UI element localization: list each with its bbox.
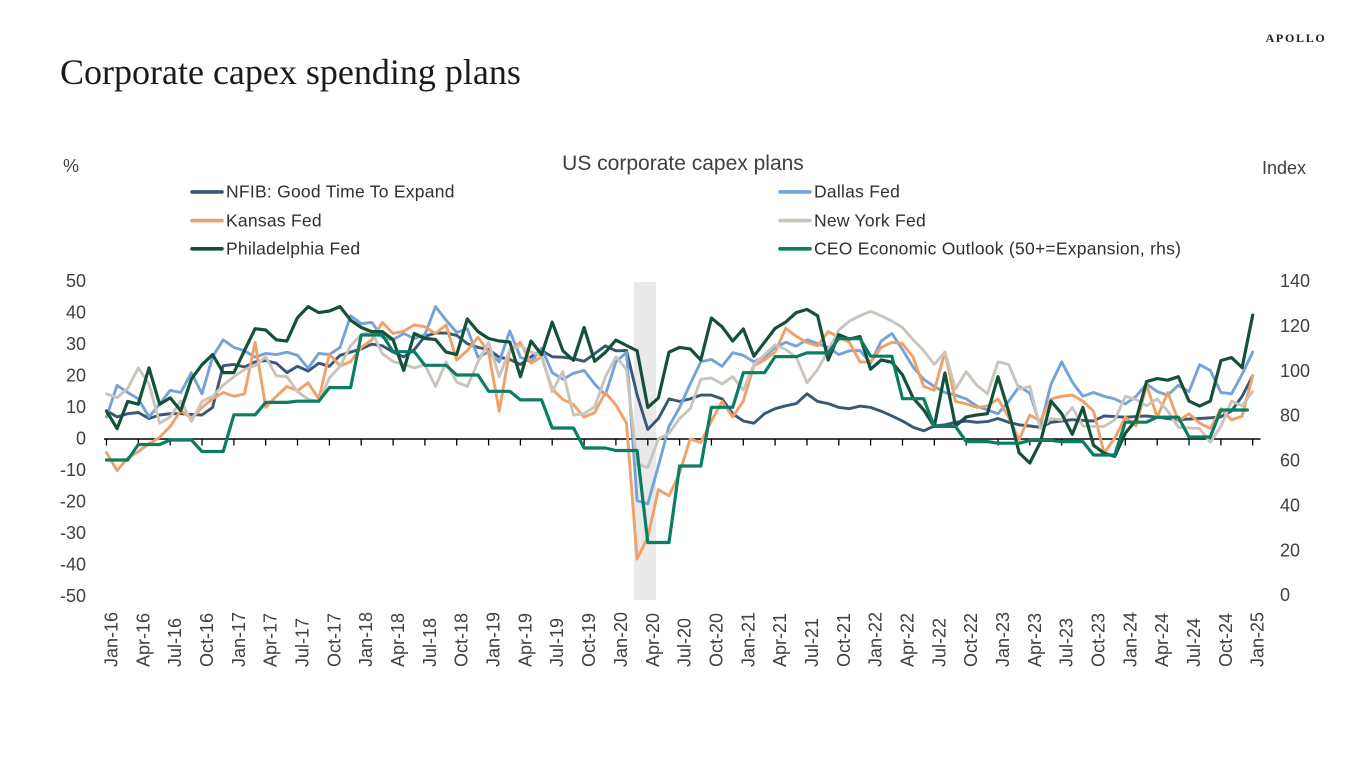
svg-text:Oct-24: Oct-24 [1216,613,1236,667]
svg-text:Apr-18: Apr-18 [388,613,408,667]
svg-text:Jul-24: Jul-24 [1184,618,1204,667]
svg-text:Apr-23: Apr-23 [1025,613,1045,667]
svg-text:Jan-16: Jan-16 [102,612,122,667]
svg-text:Jul-21: Jul-21 [802,618,822,667]
svg-text:New York Fed: New York Fed [814,210,926,230]
svg-text:%: % [63,156,79,176]
svg-text:40: 40 [66,303,86,323]
svg-text:Jul-19: Jul-19 [547,618,567,667]
svg-text:Apr-17: Apr-17 [261,613,281,667]
svg-text:Dallas Fed: Dallas Fed [814,182,900,202]
svg-text:Corporate capex spending plans: Corporate capex spending plans [60,52,521,92]
svg-text:Oct-18: Oct-18 [452,613,472,667]
svg-text:CEO Economic Outlook (50+=Expa: CEO Economic Outlook (50+=Expansion, rhs… [814,239,1181,259]
svg-text:Oct-22: Oct-22 [961,613,981,667]
svg-text:Oct-23: Oct-23 [1089,613,1109,667]
svg-text:Jan-22: Jan-22 [866,612,886,667]
svg-text:10: 10 [66,397,86,417]
svg-text:Jul-17: Jul-17 [293,618,313,667]
svg-text:120: 120 [1280,316,1310,336]
svg-text:Oct-19: Oct-19 [579,613,599,667]
svg-text:Jul-18: Jul-18 [420,618,440,667]
svg-text:APOLLO: APOLLO [1266,31,1327,45]
svg-text:Jan-19: Jan-19 [484,612,504,667]
svg-text:Jan-18: Jan-18 [356,612,376,667]
svg-text:Jan-25: Jan-25 [1248,612,1268,667]
svg-text:Jul-23: Jul-23 [1057,618,1077,667]
svg-text:-10: -10 [60,460,86,480]
svg-text:Apr-19: Apr-19 [515,613,535,667]
svg-text:-20: -20 [60,492,86,512]
svg-text:Oct-21: Oct-21 [834,613,854,667]
svg-text:20: 20 [1280,540,1300,560]
svg-text:Jan-17: Jan-17 [229,612,249,667]
svg-text:Jan-21: Jan-21 [738,612,758,667]
svg-text:100: 100 [1280,361,1310,381]
svg-text:Philadelphia Fed: Philadelphia Fed [226,239,360,259]
svg-text:-30: -30 [60,523,86,543]
svg-text:Jan-20: Jan-20 [611,612,631,667]
svg-text:Oct-16: Oct-16 [197,613,217,667]
svg-text:80: 80 [1280,406,1300,426]
svg-text:NFIB: Good Time To Expand: NFIB: Good Time To Expand [226,182,455,202]
svg-text:Apr-16: Apr-16 [133,613,153,667]
svg-text:20: 20 [66,366,86,386]
svg-text:Apr-21: Apr-21 [770,613,790,667]
svg-text:Oct-17: Oct-17 [324,613,344,667]
svg-text:Jul-20: Jul-20 [675,618,695,667]
svg-text:Apr-22: Apr-22 [898,613,918,667]
svg-text:Kansas Fed: Kansas Fed [226,210,322,230]
svg-text:50: 50 [66,271,86,291]
svg-text:Apr-20: Apr-20 [643,613,663,667]
svg-text:Jul-16: Jul-16 [165,618,185,667]
svg-text:30: 30 [66,334,86,354]
svg-text:Jan-24: Jan-24 [1120,612,1140,667]
svg-text:-50: -50 [60,586,86,606]
svg-text:Jan-23: Jan-23 [993,612,1013,667]
svg-text:-40: -40 [60,555,86,575]
svg-text:0: 0 [1280,585,1290,605]
svg-text:Oct-20: Oct-20 [706,613,726,667]
svg-text:0: 0 [76,429,86,449]
svg-text:US corporate capex plans: US corporate capex plans [562,152,804,175]
svg-text:60: 60 [1280,451,1300,471]
svg-text:Apr-24: Apr-24 [1152,613,1172,667]
svg-text:Jul-22: Jul-22 [929,618,949,667]
svg-text:Index: Index [1262,158,1306,178]
svg-text:40: 40 [1280,495,1300,515]
svg-text:140: 140 [1280,271,1310,291]
